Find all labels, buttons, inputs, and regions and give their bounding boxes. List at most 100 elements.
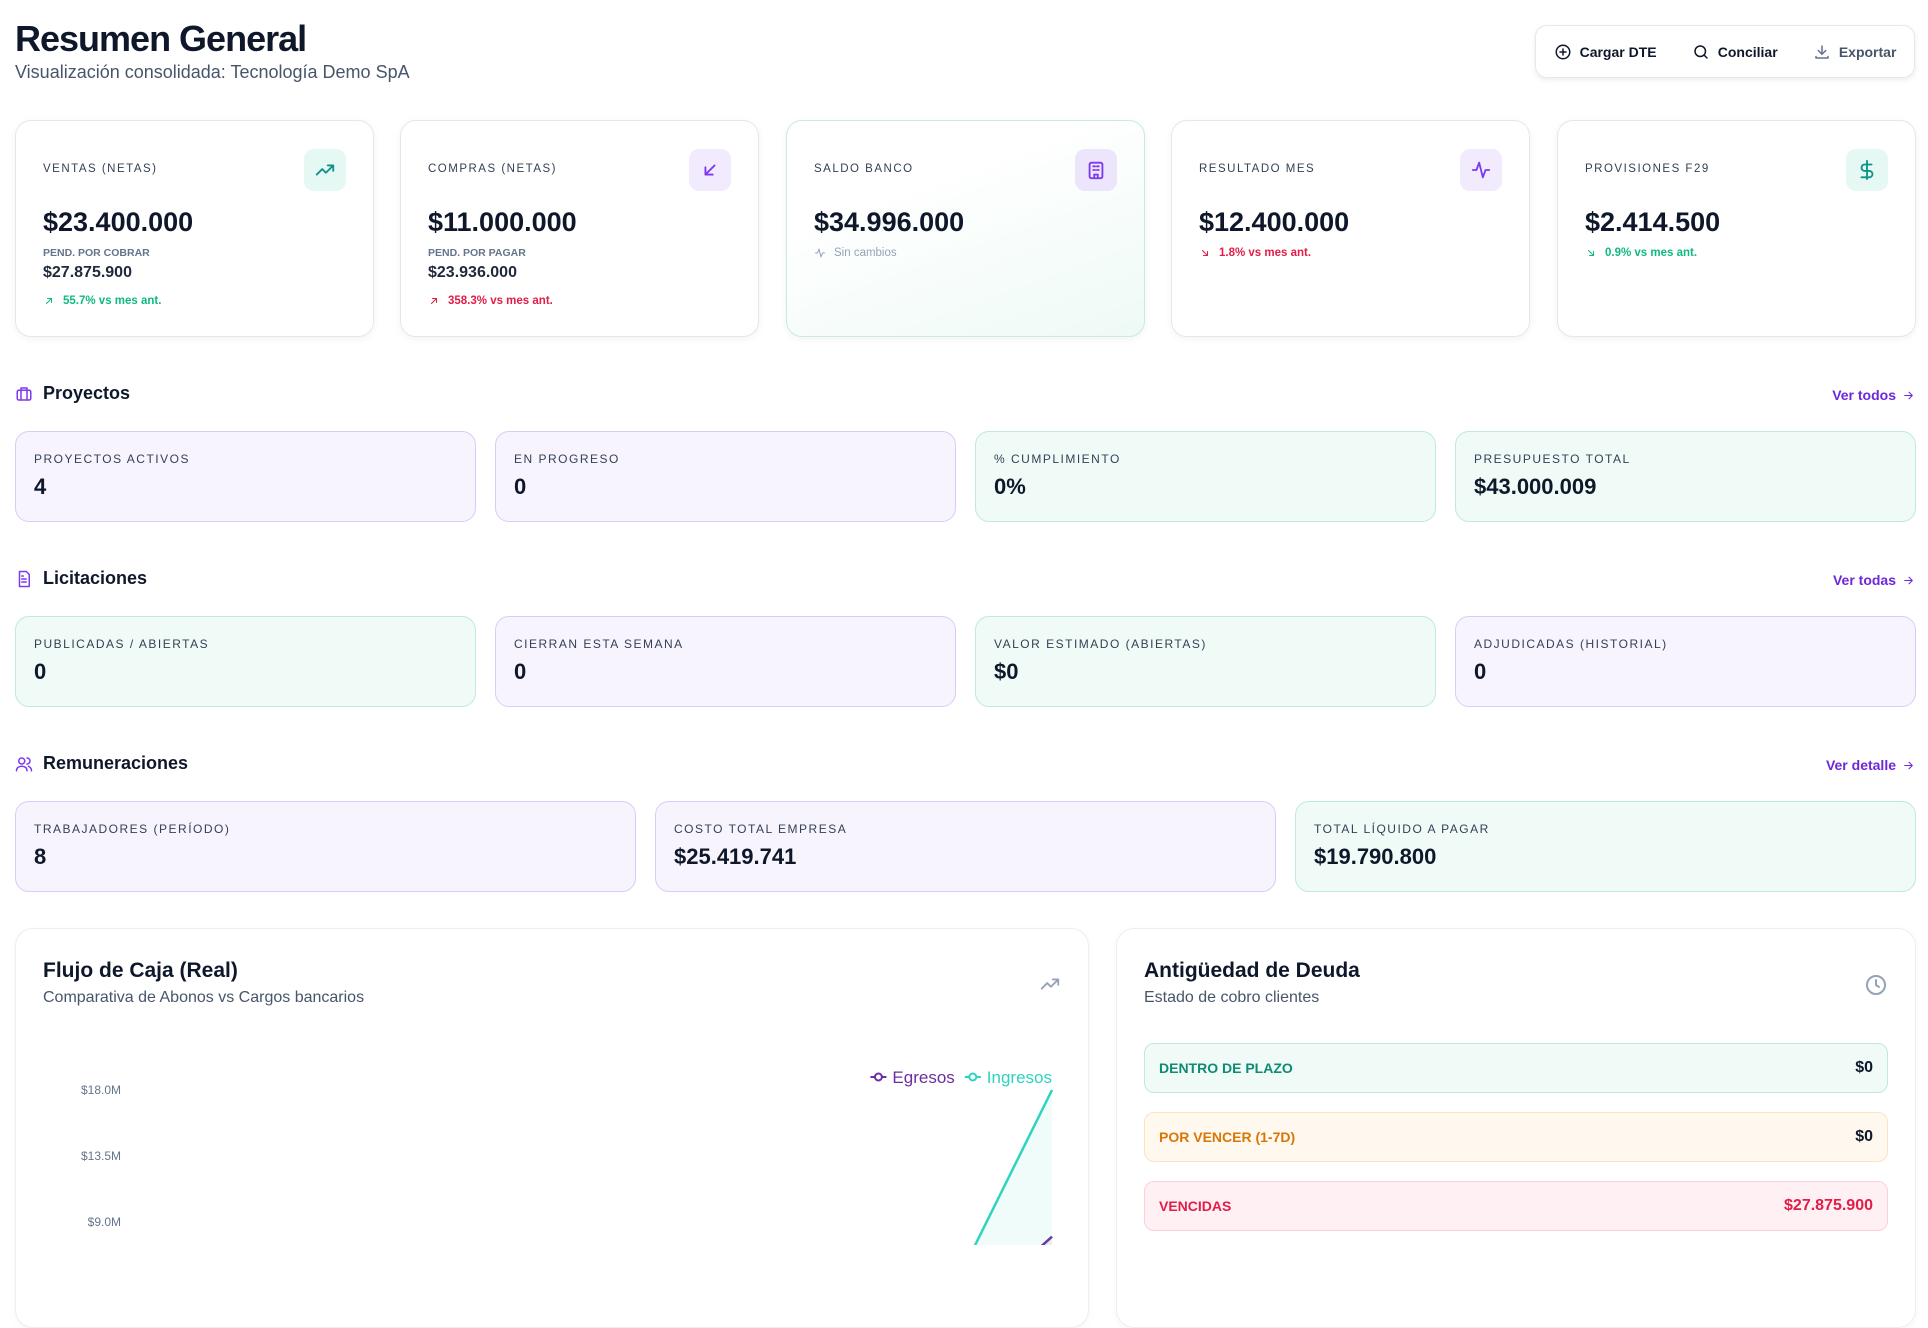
stat-card: TRABAJADORES (PERÍODO) 8 [15,801,636,892]
change-text: 55.7% vs mes ant. [63,295,162,307]
action-button[interactable]: Cargar DTE [1554,43,1657,61]
panel-subtitle: Comparativa de Abonos vs Cargos bancario… [43,989,365,1006]
stat-label: PUBLICADAS / ABIERTAS [34,637,210,651]
trend-icon [1202,250,1208,256]
trend-icon [1588,250,1594,256]
arrow-icon [1904,576,1913,584]
pending-value: $23.936.000 [428,264,517,281]
cash-flow-chart: $9.0M $13.5M $18.0M Ingresos Egresos [81,1068,1054,1245]
pending-label: PEND. POR COBRAR [43,247,150,259]
aging-label: POR VENCER (1-7D) [1159,1129,1296,1145]
aging-row: DENTRO DE PLAZO $0 [1144,1043,1888,1093]
aging-row: POR VENCER (1-7D) $0 [1144,1112,1888,1162]
line [1040,1235,1053,1245]
stat-card: PRESUPUESTO TOTAL $43.000.009 [1455,431,1916,522]
trend-icon [431,298,437,304]
stat-label: % CUMPLIMIENTO [994,452,1121,466]
action-button[interactable]: Conciliar [1692,43,1778,61]
kpi-card: RESULTADO MES $12.400.000 1.8% vs mes ant. [1171,120,1530,337]
stat-label: PRESUPUESTO TOTAL [1474,452,1631,466]
kpi-card: PROVISIONES F29 $2.414.500 0.9% vs mes ant… [1557,120,1916,337]
change-text: 1.8% vs mes ant. [1219,247,1312,259]
clock-icon [1866,975,1886,995]
aging-value: $0 [1855,1128,1873,1145]
stat-card: TOTAL LÍQUIDO A PAGAR $19.790.800 [1295,801,1916,892]
area [1042,1236,1052,1245]
section-header: Proyectos [15,383,130,404]
action-button[interactable]: Exportar [1813,43,1897,61]
panel-icon [1864,973,1888,1002]
aging-value: $27.875.900 [1784,1197,1873,1214]
y-tick-label: $13.5M [81,1149,121,1163]
legend-label: Ingresos [987,1068,1052,1087]
section-link[interactable]: Ver todos [1832,387,1915,403]
stat-label: EN PROGRESO [514,452,620,466]
kpi-value: $11.000.000 [428,207,577,237]
link-text: Ver todos [1832,387,1896,403]
action-bar: Cargar DTE Conciliar Exportar [1535,25,1915,78]
page: Resumen General Visualización consolidada… [15,18,1916,1328]
stat-label: VALOR ESTIMADO (ABIERTAS) [994,637,1207,651]
aging-label: VENCIDAS [1159,1198,1232,1214]
section-icon [15,756,33,771]
debt-aging-panel: Antigüedad de Deuda Estado de cobro clien… [1116,928,1916,1328]
change-text: 358.3% vs mes ant. [448,295,553,307]
aging-row: VENCIDAS $27.875.900 [1144,1181,1888,1231]
change-text: 0.9% vs mes ant. [1605,247,1698,259]
stat-value: 4 [34,474,47,499]
area [975,1090,1052,1245]
stat-card: VALOR ESTIMADO (ABIERTAS) $0 [975,616,1436,707]
section-icon [18,570,30,587]
stat-value: 8 [34,844,47,869]
kpi-change: 1.8% vs mes ant. [1199,247,1311,259]
section-link[interactable]: Ver detalle [1826,757,1915,773]
stat-card: ADJUDICADAS (HISTORIAL) 0 [1455,616,1916,707]
stat-card: % CUMPLIMIENTO 0% [975,431,1436,522]
stat-card: COSTO TOTAL EMPRESA $25.419.741 [655,801,1276,892]
legend-marker [873,1072,883,1082]
link-text: Ver detalle [1825,757,1896,773]
stat-value: 0 [514,474,527,499]
stat-label: TOTAL LÍQUIDO A PAGAR [1314,822,1490,836]
kpi-icon [304,149,346,191]
line [973,1089,1054,1245]
stat-value: 0 [34,659,47,684]
stat-value: $0 [994,659,1019,684]
icon [315,164,335,176]
kpi-card: SALDO BANCO $34.996.000 Sin cambios [786,120,1145,337]
stat-card: PROYECTOS ACTIVOS 4 [15,431,476,522]
kpi-icon [1846,149,1888,191]
trend-icon [1040,978,1060,990]
icon [1471,161,1491,179]
kpi-card: VENTAS (NETAS) $23.400.000 PEND. POR COBRA… [15,120,374,337]
section-title: Proyectos [43,383,131,403]
kpi-change: 0.9% vs mes ant. [1585,247,1697,259]
aging-value: $0 [1855,1059,1873,1076]
stat-label: TRABAJADORES (PERÍODO) [34,822,231,836]
y-tick-label: $18.0M [81,1083,121,1097]
stat-value: $25.419.741 [674,844,797,869]
link-text: Ver todas [1832,572,1896,588]
kpi-icon [1075,149,1117,191]
change-text: Sin cambios [834,247,897,259]
kpi-label: SALDO BANCO [814,163,914,175]
icon [1860,159,1874,181]
stat-label: CIERRAN ESTA SEMANA [514,637,684,651]
kpi-change: 55.7% vs mes ant. [43,295,161,307]
arrow-icon [1904,391,1913,399]
kpi-label: RESULTADO MES [1199,163,1316,175]
kpi-icon [689,149,731,191]
panel-subtitle: Estado de cobro clientes [1144,989,1320,1006]
stat-value: $19.790.800 [1314,844,1437,869]
stat-value: 0 [514,659,527,684]
pending-label: PEND. POR PAGAR [428,247,526,259]
kpi-value: $2.414.500 [1585,207,1721,237]
stat-value: 0% [994,474,1026,499]
action-label: Exportar [1838,43,1897,60]
action-icon [1694,44,1708,59]
action-label: Conciliar [1717,43,1778,60]
stat-value: $43.000.009 [1474,474,1597,499]
section-title: Licitaciones [43,568,148,588]
kpi-label: VENTAS (NETAS) [43,163,158,175]
section-link[interactable]: Ver todas [1833,572,1915,588]
